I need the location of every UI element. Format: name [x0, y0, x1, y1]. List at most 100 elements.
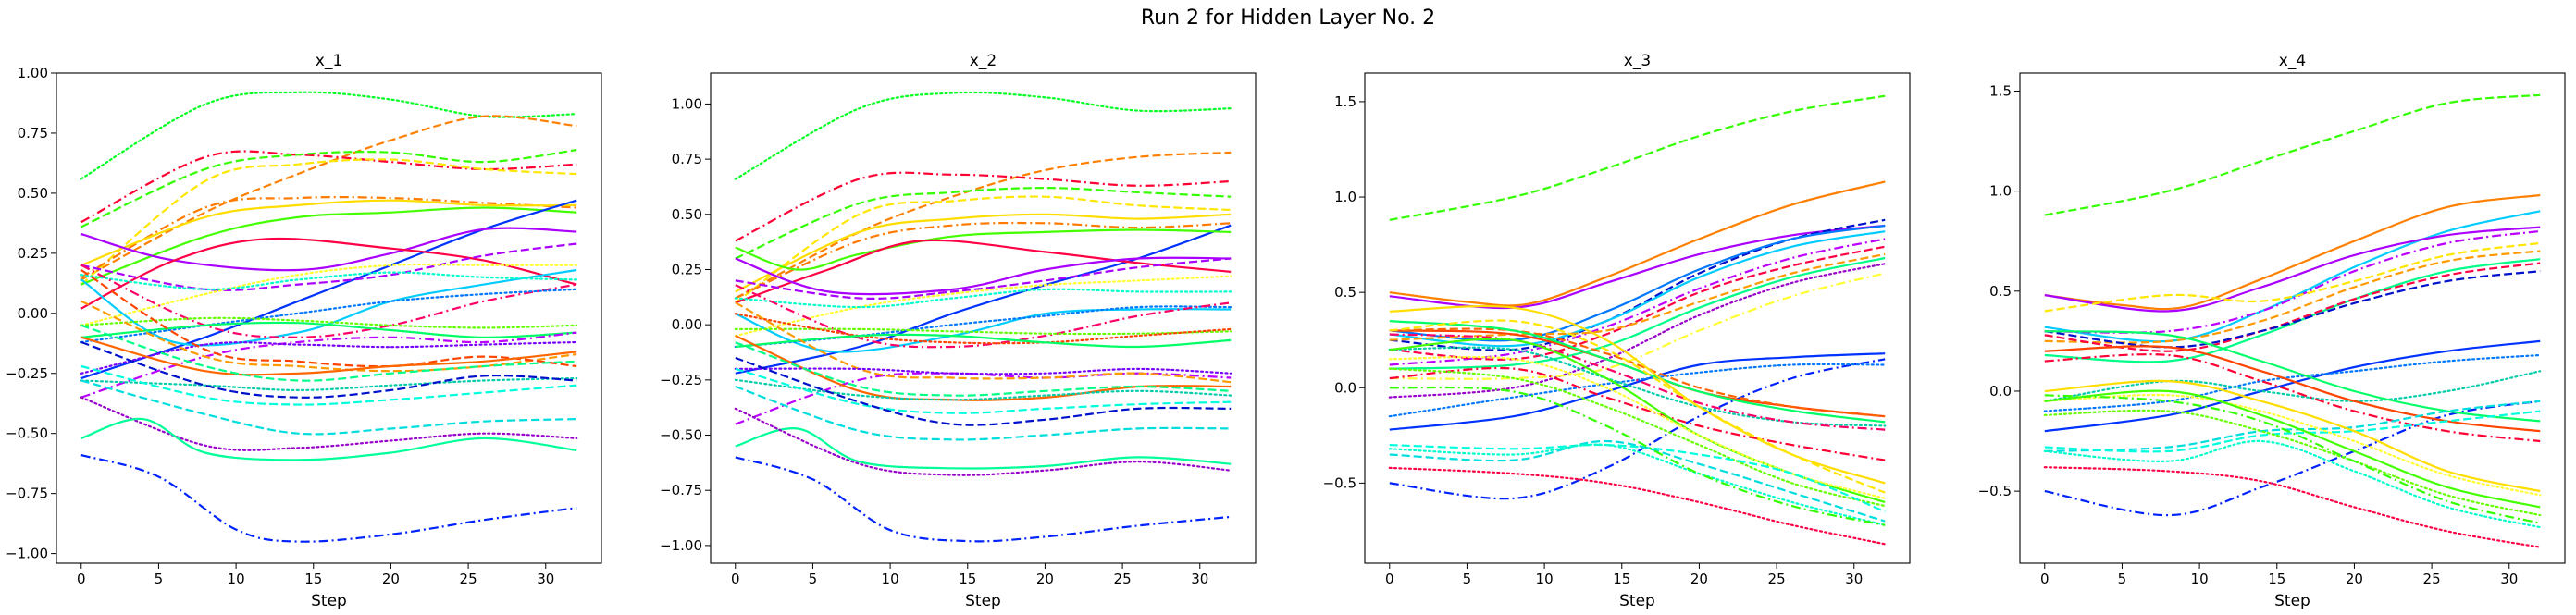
plot-frame: [710, 72, 1257, 564]
x-axis-label: Step: [1619, 592, 1655, 610]
series-line-11: [1388, 263, 1887, 399]
series-line-10: [1389, 256, 1886, 370]
series-line-22: [2044, 389, 2541, 509]
series-line-28: [735, 356, 1232, 426]
series-line-23: [1389, 319, 1886, 494]
series-line-15: [735, 308, 1232, 353]
series-line-5: [735, 195, 1232, 304]
plot-frame: [2019, 72, 2566, 564]
series-line-26: [80, 376, 578, 392]
series-line-7: [735, 221, 1232, 300]
x-tick-label: 15: [2268, 571, 2285, 587]
series-line-16: [2044, 330, 2541, 423]
x-tick-label: 15: [304, 571, 322, 587]
series-line-9: [1389, 252, 1886, 341]
series-line-10: [80, 227, 577, 272]
series-line-24: [734, 367, 1232, 375]
y-tick-label: −0.5: [1323, 474, 1356, 491]
series-line-5: [1389, 224, 1886, 342]
series-line-31: [734, 407, 1232, 476]
y-tick-label: 1.00: [18, 65, 48, 81]
series-line-4: [2044, 226, 2541, 313]
x-tick-label: 30: [537, 571, 554, 587]
series-line-18: [80, 316, 578, 329]
series-line-21: [735, 372, 1232, 425]
series-line-9: [2044, 262, 2541, 352]
x-tick-label: 20: [2346, 571, 2363, 587]
series-line-18: [2044, 400, 2541, 452]
subplot-title: x_2: [970, 52, 997, 70]
y-tick-label: −0.50: [6, 425, 48, 442]
series-line-30: [735, 427, 1232, 470]
y-tick-label: 1.0: [1334, 189, 1356, 205]
x-tick-label: 5: [2118, 571, 2127, 587]
series-line-28: [80, 364, 577, 406]
series-line-3: [2044, 210, 2541, 343]
y-tick-label: −0.75: [660, 482, 702, 498]
series-line-7: [2044, 250, 2541, 344]
x-tick-label: 5: [155, 571, 164, 587]
series-line-16: [734, 305, 1232, 349]
x-tick-label: 0: [1385, 571, 1394, 587]
x-tick-label: 20: [1036, 571, 1054, 587]
series-line-19: [2044, 410, 2541, 453]
series-line-20: [2044, 379, 2541, 493]
y-tick-label: −0.50: [660, 427, 702, 444]
y-tick-label: 0.25: [672, 261, 702, 277]
series-group: [1388, 94, 1887, 546]
y-tick-label: 0.50: [672, 206, 702, 223]
y-tick-label: 0.00: [18, 305, 48, 322]
series-line-17: [80, 288, 578, 344]
x-tick-label: 25: [460, 571, 477, 587]
y-tick-label: 1.0: [1989, 183, 2012, 200]
x-tick-label: 25: [2423, 571, 2441, 587]
series-line-6: [735, 213, 1232, 293]
series-line-24: [80, 336, 577, 376]
series-line-16: [80, 264, 577, 338]
plot-frame: [56, 72, 602, 564]
y-tick-label: 0.0: [1334, 379, 1356, 396]
series-line-12: [735, 257, 1232, 300]
series-line-22: [735, 301, 1232, 384]
x-tick-label: 30: [1191, 571, 1208, 587]
series-line-23: [80, 269, 577, 368]
y-tick-label: −0.5: [1978, 483, 2012, 499]
x-axis-label: Step: [2274, 592, 2310, 610]
series-line-31: [80, 417, 577, 461]
x-tick-label: 10: [882, 571, 899, 587]
series-line-20: [735, 333, 1232, 349]
series-line-27: [80, 340, 577, 399]
x-tick-label: 25: [1114, 571, 1132, 587]
x-tick-label: 30: [1845, 571, 1863, 587]
series-line-15: [80, 271, 578, 290]
y-tick-label: −0.75: [6, 486, 48, 502]
plot-frame: [1364, 72, 1911, 564]
series-line-13: [80, 263, 578, 326]
x-axis-label: Step: [965, 592, 1001, 610]
x-tick-label: 20: [1690, 571, 1708, 587]
series-line-5: [2044, 229, 2541, 334]
subplot-2: 0 5 10 15 20 25 30 −1.00 −0.75 −0.50 −0.25 0.00 0.25…: [660, 52, 1257, 610]
series-line-14: [734, 288, 1232, 309]
series-line-15: [1388, 363, 1887, 418]
series-line-8: [2044, 258, 2541, 363]
series-line-2: [1389, 180, 1886, 307]
series-line-24: [1389, 338, 1886, 504]
y-tick-label: 0.00: [672, 316, 702, 333]
series-line-11: [80, 237, 577, 310]
x-tick-label: 0: [731, 571, 740, 587]
series-line-8: [735, 224, 1232, 375]
y-tick-label: −0.25: [660, 372, 702, 388]
series-line-23: [2043, 409, 2542, 517]
series-line-6: [80, 196, 577, 278]
figure-title: Run 2 for Hidden Layer No. 2: [1141, 6, 1435, 30]
x-tick-label: 15: [1613, 571, 1630, 587]
series-line-6: [2044, 241, 2541, 313]
series-line-4: [80, 149, 577, 228]
y-tick-label: 0.50: [18, 185, 48, 202]
series-line-8: [1389, 245, 1886, 361]
series-line-25: [2043, 439, 2542, 529]
x-tick-label: 15: [959, 571, 976, 587]
y-tick-label: 0.75: [672, 151, 702, 167]
